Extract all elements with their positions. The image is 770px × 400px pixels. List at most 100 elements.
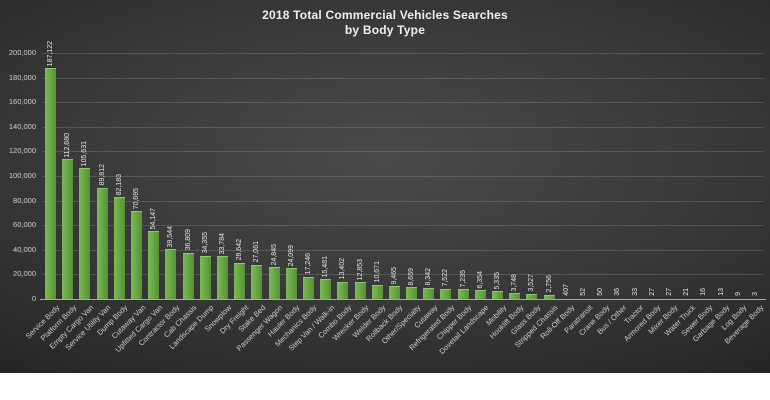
- bar-value-label: 28,642: [236, 239, 244, 261]
- gridline: [42, 77, 764, 79]
- gridline: [42, 102, 764, 104]
- bar-value-label: 17,246: [304, 253, 312, 275]
- y-tick-label: 20,000: [13, 269, 36, 279]
- bar: [217, 256, 228, 299]
- y-tick-label: 100,000: [8, 171, 36, 180]
- bar: [251, 264, 263, 299]
- chart-canvas: 2018 Total Commercial Vehicles Searches …: [0, 0, 770, 373]
- bar: [526, 293, 538, 299]
- bar-value-label: 27: [665, 288, 673, 296]
- gridline: [42, 126, 764, 128]
- bar-value-label: 3,527: [528, 274, 536, 292]
- bar: [113, 196, 125, 299]
- bar: [268, 267, 280, 299]
- chart-title: 2018 Total Commercial Vehicles Searches …: [0, 8, 770, 38]
- y-tick-label: 120,000: [8, 146, 36, 156]
- y-tick-label: 200,000: [8, 48, 36, 57]
- bar-value-label: 70,695: [133, 187, 141, 210]
- gridline: [42, 274, 764, 276]
- bar-value-label: 5,335: [494, 271, 502, 290]
- bar-value-label: 105,631: [81, 140, 89, 167]
- bar-value-label: 15,481: [322, 255, 330, 277]
- bar-value-label: 34,355: [201, 232, 209, 254]
- bar: [474, 290, 486, 299]
- bar-value-label: 33,784: [219, 233, 226, 255]
- bar: [45, 67, 57, 299]
- plot-area: 0 20,000 40,000 60,000 80,000 100,000 120,000 1…: [9, 41, 764, 303]
- bar-value-label: 52: [580, 288, 587, 296]
- bar-value-label: 13: [717, 288, 725, 296]
- bar: [440, 288, 452, 299]
- bar: [406, 287, 418, 299]
- bar: [320, 278, 332, 299]
- bar-value-label: 3,748: [511, 273, 519, 292]
- bar: [285, 268, 297, 299]
- bar: [509, 293, 521, 299]
- bar: [182, 252, 194, 299]
- bar-value-label: 187,122: [47, 40, 55, 66]
- bar: [199, 255, 211, 299]
- x-axis-line: [40, 299, 766, 300]
- gridline: [42, 151, 764, 153]
- bar-value-label: 3: [751, 292, 759, 296]
- chart-title-line2: by Body Type: [344, 23, 426, 37]
- y-tick-label: 80,000: [13, 195, 36, 205]
- bar: [457, 289, 469, 299]
- bar-value-label: 27: [648, 288, 656, 296]
- bar: [302, 276, 314, 299]
- gridline: [42, 200, 764, 202]
- bar-value-label: 36: [614, 288, 622, 296]
- bar: [62, 159, 74, 299]
- bar-value-label: 8,342: [425, 268, 433, 286]
- bar: [148, 231, 160, 299]
- bar: [423, 287, 435, 299]
- bar-value-label: 39,544: [167, 225, 175, 248]
- bar-value-label: 24,845: [270, 244, 278, 266]
- bar-value-label: 54,147: [150, 207, 158, 230]
- bar-value-label: 82,183: [115, 173, 123, 195]
- bar: [79, 168, 91, 299]
- chart-title-line1: 2018 Total Commercial Vehicles Searches: [262, 8, 508, 22]
- bar-value-label: 407: [562, 283, 570, 296]
- bar: [388, 286, 400, 299]
- y-tick-label: 180,000: [8, 72, 36, 82]
- bar-value-label: 9: [734, 292, 742, 296]
- bar-value-label: 89,812: [98, 164, 106, 186]
- bar-value-label: 27,061: [253, 241, 261, 263]
- gridline: [42, 176, 764, 177]
- gridline: [42, 225, 764, 227]
- bar-value-label: 21: [683, 288, 691, 296]
- bar-value-label: 12,853: [356, 258, 364, 281]
- bar-value-label: 112,680: [64, 132, 72, 158]
- gridline: [42, 53, 764, 54]
- bar-value-label: 10,671: [373, 261, 381, 283]
- bar-value-label: 50: [597, 288, 605, 296]
- bar-value-label: 24,099: [287, 244, 295, 267]
- bar: [165, 249, 177, 299]
- bar: [543, 294, 555, 299]
- gridline: [42, 249, 764, 251]
- bar: [560, 298, 572, 299]
- y-tick-label: 160,000: [8, 97, 36, 107]
- bar-value-label: 13,402: [339, 258, 347, 280]
- bar-value-label: 7,522: [442, 269, 450, 287]
- y-tick-label: 60,000: [13, 220, 36, 230]
- bar: [337, 281, 349, 299]
- bar: [354, 282, 366, 299]
- bar: [492, 291, 504, 299]
- bar: [234, 262, 246, 299]
- bar-value-label: 8,659: [408, 267, 416, 286]
- bar-value-label: 36,809: [184, 229, 192, 251]
- y-tick-label: 140,000: [8, 121, 36, 131]
- bar: [96, 187, 108, 299]
- bar-value-label: 7,235: [459, 269, 467, 288]
- y-tick-label: 0: [31, 294, 36, 303]
- bar-value-label: 6,354: [476, 270, 484, 289]
- y-tick-label: 40,000: [13, 244, 36, 254]
- bar: [371, 284, 383, 299]
- bar-value-label: 16: [700, 288, 708, 296]
- bar-value-label: 33: [631, 288, 639, 296]
- bar: [131, 211, 143, 299]
- bar-value-label: 9,465: [390, 266, 398, 285]
- bar-value-label: 2,756: [545, 275, 553, 293]
